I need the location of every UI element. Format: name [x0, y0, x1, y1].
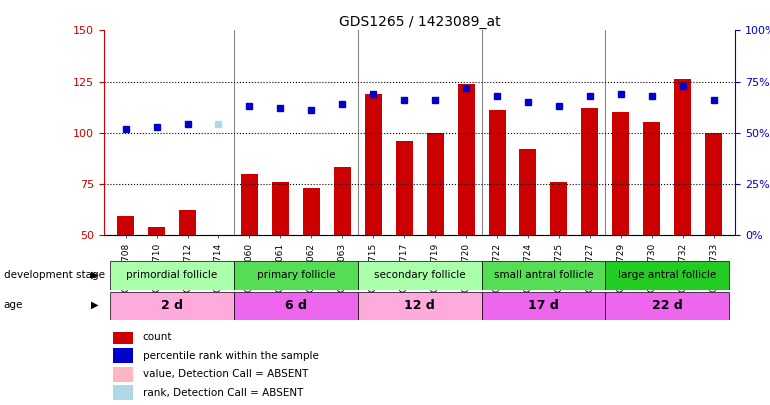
Bar [234, 292, 358, 320]
Bar [481, 292, 605, 320]
Text: 22 d: 22 d [652, 299, 683, 312]
Text: primordial follicle: primordial follicle [126, 271, 218, 280]
Bar [605, 261, 729, 290]
Bar [179, 210, 196, 235]
Text: count: count [142, 332, 172, 342]
Bar [113, 329, 133, 345]
Bar [241, 173, 258, 235]
Text: ▶: ▶ [91, 300, 99, 310]
Text: 6 d: 6 d [285, 299, 306, 312]
Bar [110, 261, 234, 290]
Bar [113, 367, 133, 382]
Bar [427, 132, 444, 235]
Text: 2 d: 2 d [161, 299, 183, 312]
Bar [551, 182, 567, 235]
Text: small antral follicle: small antral follicle [494, 271, 593, 280]
Bar [457, 83, 474, 235]
Text: development stage: development stage [4, 270, 105, 279]
Bar [117, 217, 134, 235]
Bar [113, 385, 133, 400]
Bar [110, 292, 234, 320]
Bar [643, 122, 661, 235]
Bar [488, 110, 506, 235]
Bar [581, 108, 598, 235]
Bar [333, 167, 351, 235]
Bar [705, 132, 722, 235]
Bar [358, 261, 481, 290]
Bar [612, 112, 629, 235]
Text: 12 d: 12 d [404, 299, 435, 312]
Title: GDS1265 / 1423089_at: GDS1265 / 1423089_at [339, 15, 500, 29]
Text: primary follicle: primary follicle [256, 271, 335, 280]
Text: rank, Detection Call = ABSENT: rank, Detection Call = ABSENT [142, 388, 303, 398]
Text: percentile rank within the sample: percentile rank within the sample [142, 350, 319, 360]
Bar [234, 261, 358, 290]
Text: secondary follicle: secondary follicle [374, 271, 465, 280]
Bar [113, 348, 133, 363]
Text: large antral follicle: large antral follicle [618, 271, 716, 280]
Text: age: age [4, 300, 23, 310]
Bar [481, 261, 605, 290]
Bar [148, 227, 165, 235]
Bar [358, 292, 481, 320]
Bar [520, 149, 537, 235]
Bar [303, 188, 320, 235]
Text: ▶: ▶ [91, 270, 99, 279]
Bar [605, 292, 729, 320]
Text: 17 d: 17 d [528, 299, 559, 312]
Bar [272, 182, 289, 235]
Text: value, Detection Call = ABSENT: value, Detection Call = ABSENT [142, 369, 308, 379]
Bar [396, 141, 413, 235]
Bar [365, 94, 382, 235]
Bar [675, 79, 691, 235]
